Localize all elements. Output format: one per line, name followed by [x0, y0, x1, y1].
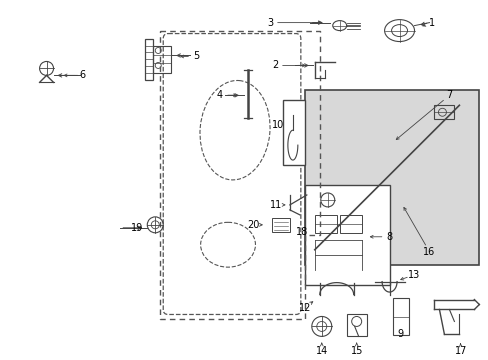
Text: 14: 14: [315, 346, 327, 356]
Bar: [433, 105, 453, 119]
Text: 18: 18: [295, 227, 307, 237]
Bar: [153, 45, 171, 73]
Text: 13: 13: [407, 270, 420, 280]
Bar: [304, 90, 478, 265]
Text: 20: 20: [246, 220, 259, 230]
Text: 19: 19: [131, 223, 143, 233]
Bar: [314, 215, 336, 233]
Text: 8: 8: [386, 232, 392, 242]
Text: 12: 12: [298, 302, 310, 312]
Text: 3: 3: [266, 18, 272, 28]
Bar: [304, 185, 389, 285]
Text: 5: 5: [193, 51, 199, 62]
Text: 15: 15: [350, 346, 362, 356]
Bar: [271, 218, 289, 232]
Text: 1: 1: [428, 18, 435, 28]
Text: 10: 10: [271, 120, 284, 130]
Bar: [145, 39, 153, 80]
Bar: [283, 100, 304, 165]
Text: 16: 16: [423, 247, 435, 257]
Bar: [392, 298, 407, 336]
Bar: [339, 215, 361, 233]
Text: 6: 6: [79, 71, 85, 80]
Text: 9: 9: [397, 329, 403, 339]
Text: 4: 4: [217, 90, 223, 100]
Text: 7: 7: [446, 90, 451, 100]
Bar: [346, 315, 366, 336]
Text: 2: 2: [271, 60, 278, 71]
Text: 17: 17: [454, 346, 467, 356]
Text: 11: 11: [269, 200, 282, 210]
